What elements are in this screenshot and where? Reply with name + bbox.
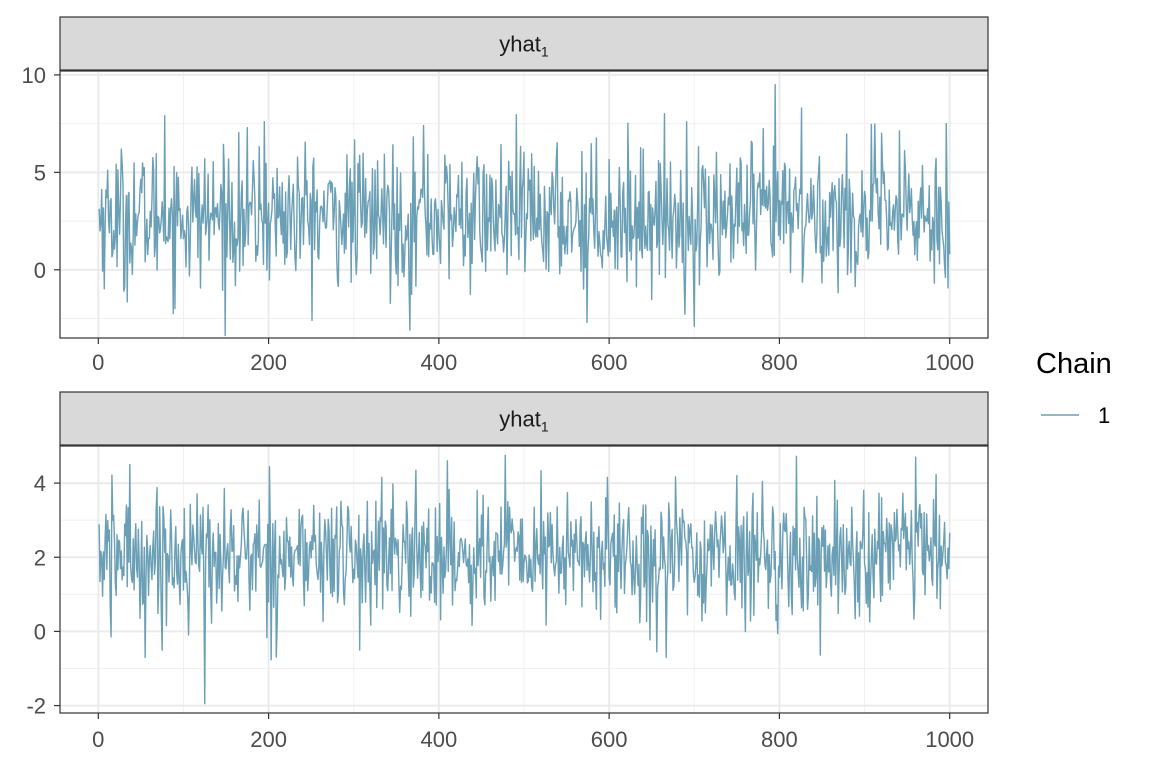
y-tick-label: 0 (34, 619, 46, 644)
trace-line-chain-1 (98, 454, 951, 705)
facet-strip-label-main: yhat (499, 32, 541, 57)
x-tick-label: 1000 (925, 727, 974, 752)
y-tick-label: 4 (34, 471, 46, 496)
y-tick-label: 2 (34, 545, 46, 570)
x-tick-label: 600 (591, 727, 628, 752)
y-tick-label: 0 (34, 258, 46, 283)
facet-strip (59, 16, 989, 71)
facet-strip-label: yhat1 (499, 407, 549, 435)
panel-border (59, 70, 989, 339)
x-tick-label: 800 (761, 350, 798, 375)
y-tick-label: 10 (22, 63, 46, 88)
facet-strip-label-subscript: 1 (541, 419, 549, 435)
facet-strip (59, 391, 989, 446)
x-tick-label: 400 (421, 727, 458, 752)
legend: Chain 1 (1036, 348, 1112, 428)
facet-strip-label: yhat1 (499, 32, 549, 60)
x-tick-label: 400 (421, 350, 458, 375)
facet-strip-label-main: yhat (499, 407, 541, 432)
y-tick-label: 5 (34, 160, 46, 185)
x-tick-label: 0 (92, 727, 104, 752)
x-tick-label: 800 (761, 727, 798, 752)
x-tick-label: 200 (250, 727, 287, 752)
y-tick-label: -2 (26, 694, 46, 719)
panel-2: yhat1 0 200 400 600 800 1000 -2 0 2 4 (26, 391, 989, 752)
trace-line-chain-1 (98, 83, 951, 337)
x-tick-label: 600 (591, 350, 628, 375)
x-tick-label: 0 (92, 350, 104, 375)
legend-title: Chain (1036, 348, 1112, 380)
facet-strip-label-subscript: 1 (541, 44, 549, 60)
panel-border (59, 445, 989, 714)
x-tick-label: 1000 (925, 350, 974, 375)
legend-item-label: 1 (1098, 403, 1110, 428)
x-tick-label: 200 (250, 350, 287, 375)
